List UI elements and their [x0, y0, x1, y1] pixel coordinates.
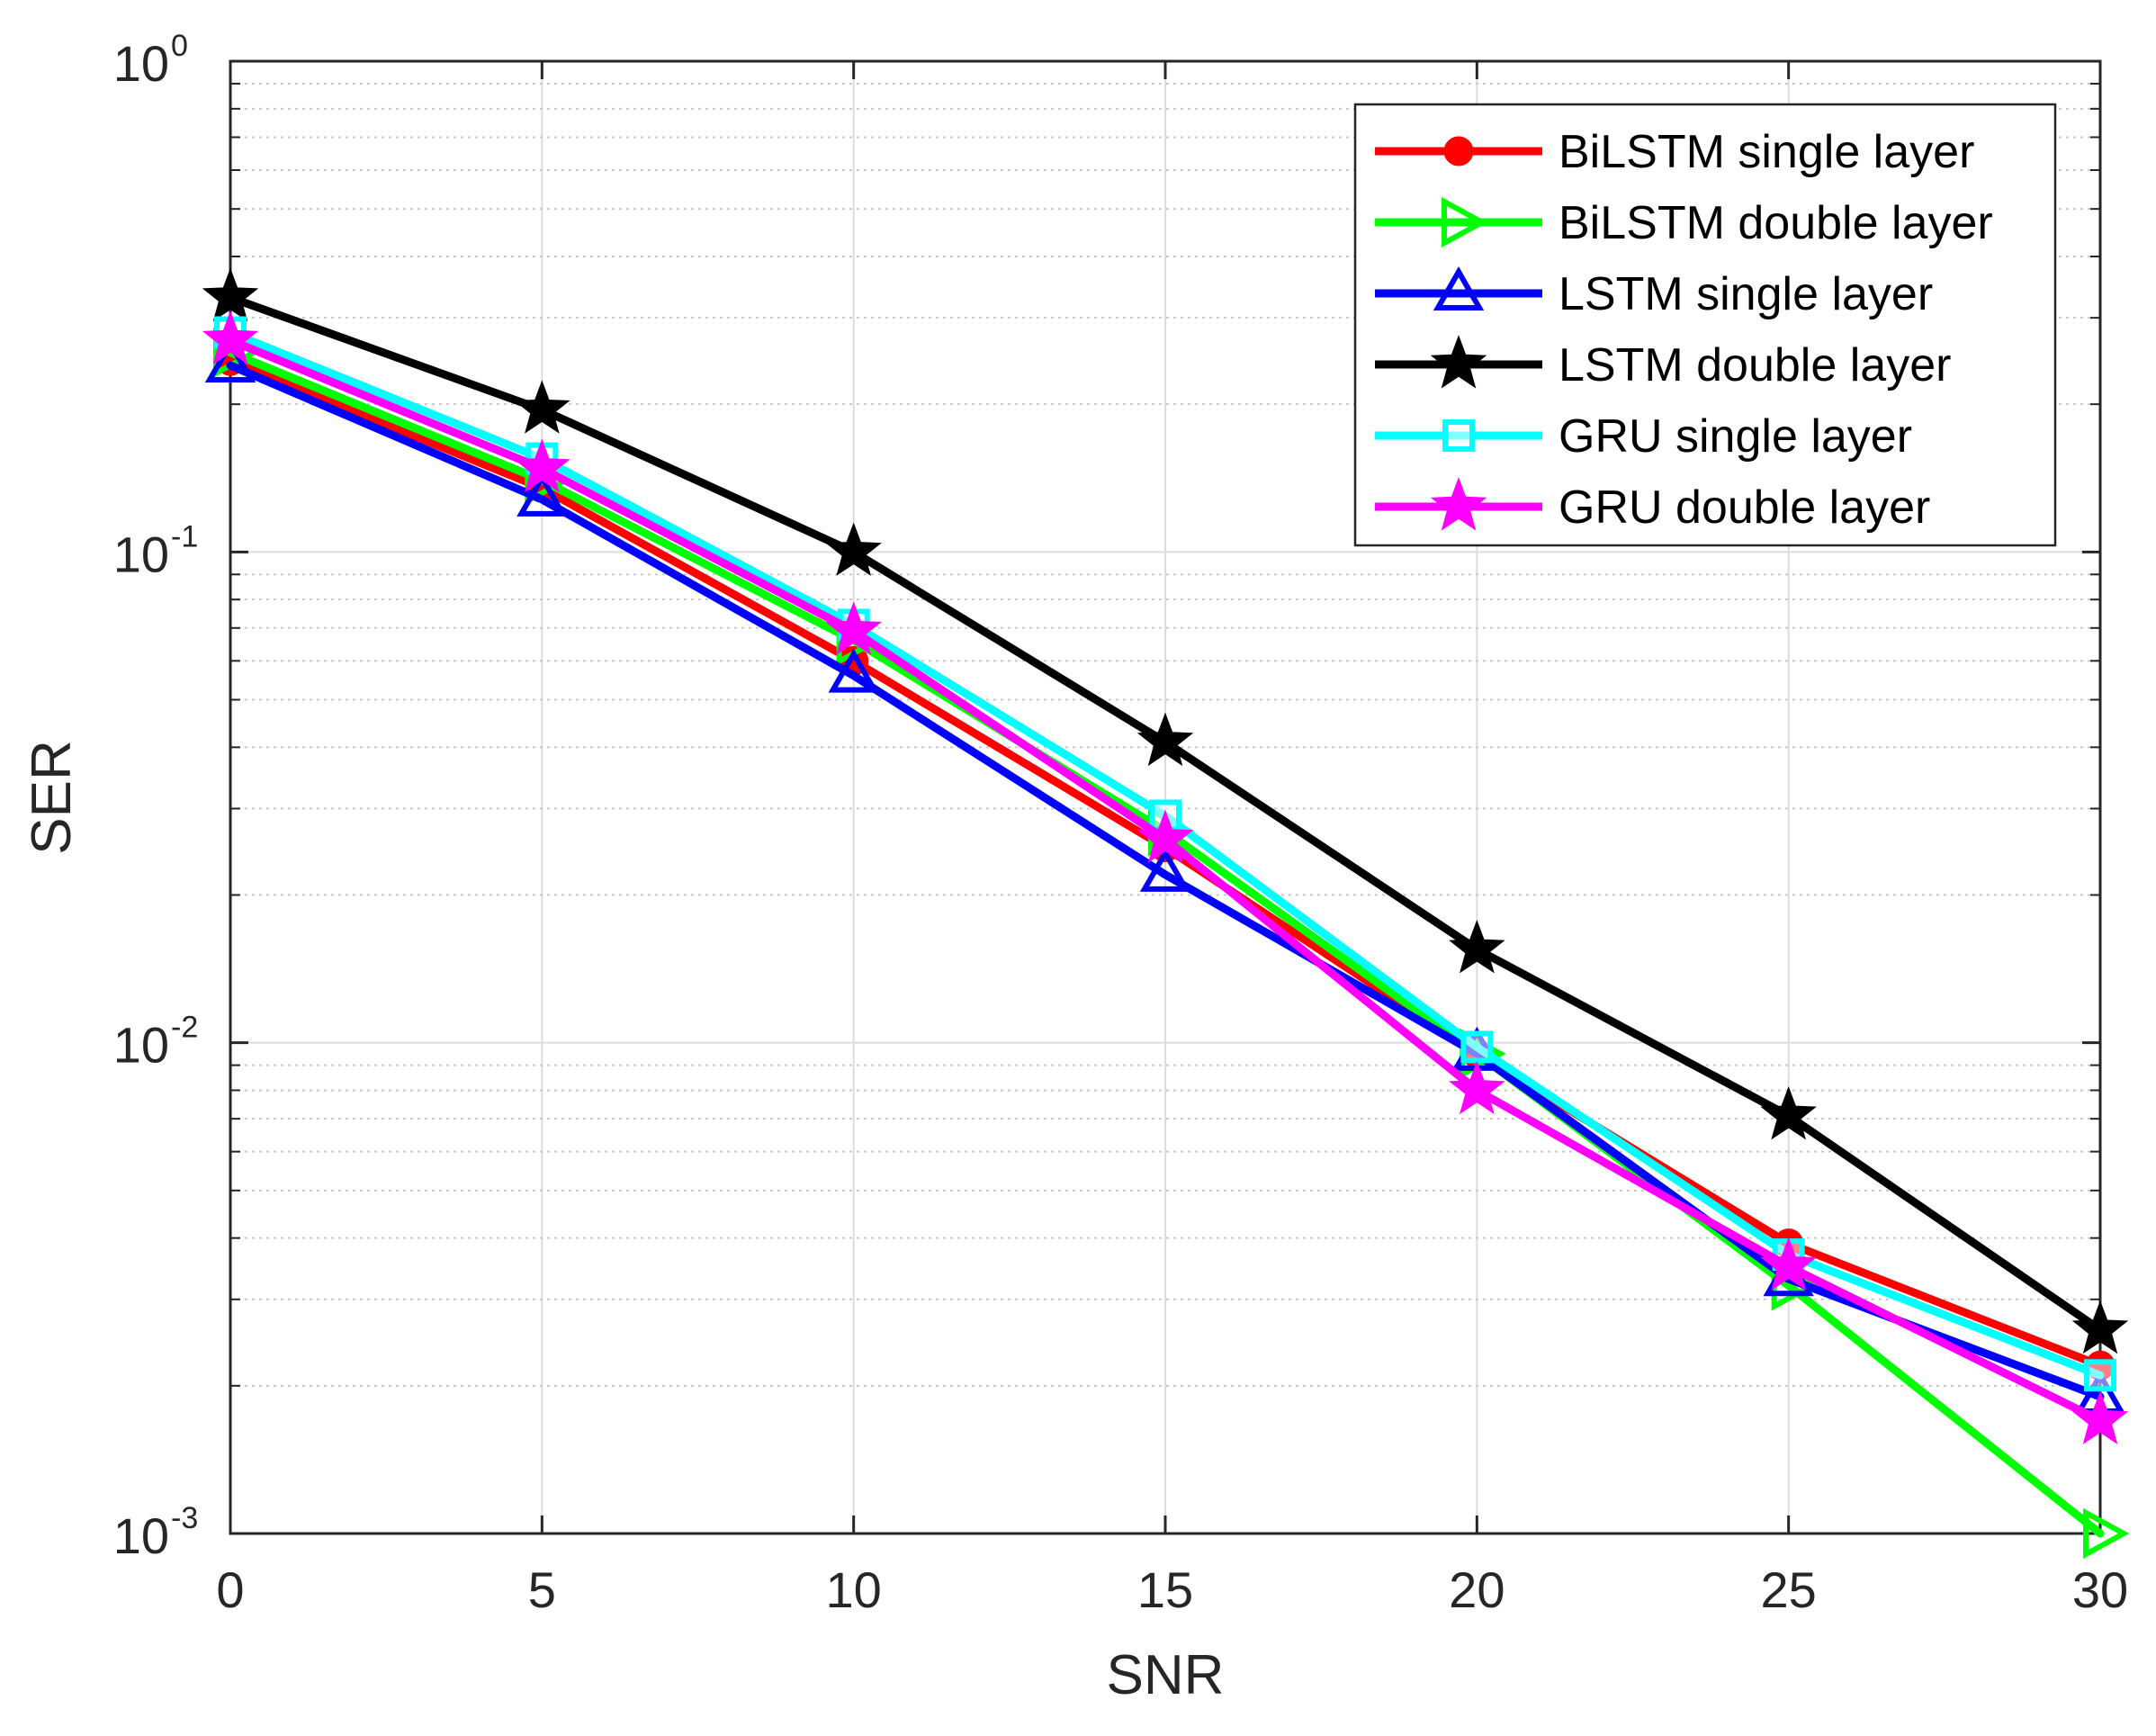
x-tick-label: 10: [826, 1561, 882, 1618]
data-point: [2084, 1359, 2116, 1392]
data-point: [514, 438, 570, 493]
x-tick-label: 20: [1449, 1561, 1505, 1618]
legend-entries: BiLSTM single layer BiLSTM double layer LS…: [1375, 126, 1993, 534]
legend-swatch-marker: [1442, 419, 1475, 452]
x-tick-label: 15: [1137, 1561, 1193, 1618]
legend-swatch-marker: [1443, 136, 1474, 166]
data-point: [2071, 1390, 2129, 1444]
series-gru-double-layer: [202, 310, 2129, 1444]
data-point: [2071, 1300, 2129, 1354]
y-tick-label: 10: [113, 35, 169, 92]
data-point: [1449, 920, 1505, 974]
legend-swatch-marker: [1433, 265, 1485, 310]
data-point: [1139, 847, 1191, 892]
data-point: [202, 267, 259, 322]
y-tick-exponent: -1: [171, 519, 198, 553]
legend-entry: LSTM double layer: [1375, 335, 1951, 391]
data-point: [204, 337, 256, 382]
legend-label: LSTM double layer: [1559, 339, 1951, 391]
legend-entry: LSTM single layer: [1375, 265, 1933, 320]
x-axis-tick-labels: 0 5 10 15 20 25 30: [216, 1561, 2128, 1618]
data-point: [517, 472, 568, 517]
data-point: [202, 310, 259, 364]
data-point: [1449, 1060, 1505, 1115]
x-axis-title: SNR: [1107, 1644, 1225, 1706]
legend-entry: GRU single layer: [1375, 410, 1912, 463]
legend-label: GRU single layer: [1559, 410, 1912, 463]
legend-label: BiLSTM double layer: [1559, 197, 1993, 249]
data-point: [514, 380, 570, 434]
y-tick-label: 10: [113, 526, 169, 582]
data-series: [202, 267, 2130, 1560]
y-tick-exponent: -3: [171, 1501, 198, 1535]
legend-label: GRU double layer: [1559, 481, 1930, 534]
legend-swatch-marker: [1442, 196, 1488, 248]
data-point: [1136, 809, 1194, 863]
legend-label: LSTM single layer: [1559, 268, 1933, 320]
data-point: [825, 522, 882, 576]
data-point: [828, 648, 879, 693]
x-tick-label: 25: [1761, 1561, 1817, 1618]
data-point: [1136, 712, 1194, 767]
data-point: [1760, 1237, 1817, 1291]
x-tick-label: 5: [528, 1561, 556, 1618]
y-tick-exponent: -2: [171, 1011, 198, 1045]
y-tick-label: 10: [113, 1507, 169, 1564]
legend: BiLSTM single layer BiLSTM double layer LS…: [1353, 103, 2057, 547]
legend-entry: GRU double layer: [1375, 477, 1930, 534]
data-point: [1760, 1085, 1817, 1140]
legend-swatch-marker: [1430, 335, 1487, 389]
grid-lines: [229, 60, 2101, 1534]
legend-swatch-marker: [1430, 477, 1487, 531]
y-tick-label: 10: [113, 1017, 169, 1074]
x-tick-label: 30: [2072, 1561, 2128, 1618]
legend-box: [1353, 103, 2057, 547]
data-point: [1460, 1030, 1494, 1064]
x-tick-label: 0: [216, 1561, 244, 1618]
data-point: [825, 601, 882, 655]
data-point: [2083, 1507, 2130, 1560]
series-line: [226, 361, 2105, 1401]
legend-entry: BiLSTM single layer: [1375, 126, 1974, 178]
legend-label: BiLSTM single layer: [1559, 126, 1974, 178]
y-tick-exponent: 0: [171, 29, 188, 63]
legend-entry: BiLSTM double layer: [1375, 196, 1993, 249]
y-axis-title: SER: [21, 740, 83, 854]
series-lstm-double-layer: [202, 267, 2129, 1354]
